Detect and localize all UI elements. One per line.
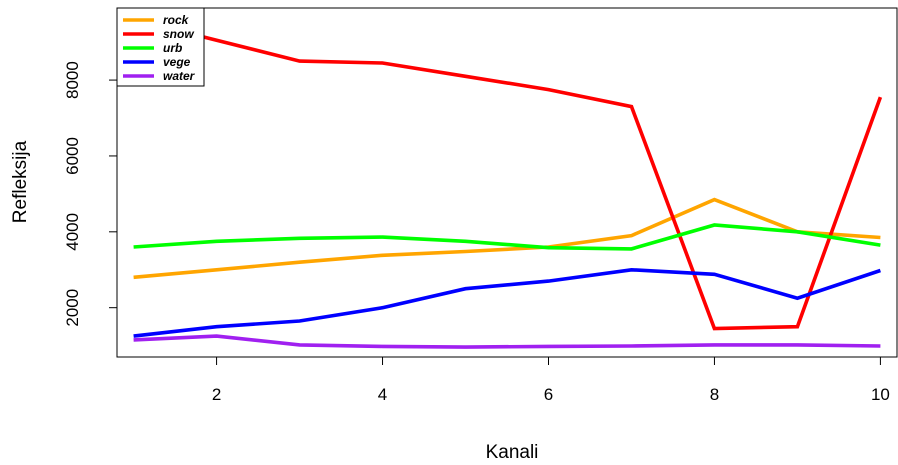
plot-area-frame <box>116 7 898 358</box>
legend-label-urb: urb <box>163 41 182 55</box>
legend-label-snow: snow <box>163 27 194 41</box>
series-line-vege <box>133 267 881 338</box>
series-line-snow <box>133 17 883 331</box>
legend-label-vege: vege <box>163 55 191 69</box>
series-line-urb <box>133 223 881 251</box>
series-line-water <box>133 334 881 349</box>
x-tick-label: 4 <box>378 385 387 404</box>
x-tick-label: 10 <box>871 385 890 404</box>
legend-label-rock: rock <box>163 13 190 27</box>
x-axis-label: Kanali <box>486 442 539 463</box>
series-line-rock <box>133 197 881 280</box>
y-tick-label: 6000 <box>63 137 82 175</box>
x-tick-label: 8 <box>710 385 719 404</box>
y-tick-label: 8000 <box>63 61 82 99</box>
x-axis: 2 4 6 8 10 <box>212 356 890 404</box>
series-lines <box>133 17 883 349</box>
y-tick-label: 2000 <box>63 289 82 327</box>
y-axis-label: Refleksija <box>10 140 31 223</box>
x-tick-label: 6 <box>544 385 553 404</box>
legend-label-water: water <box>163 69 196 83</box>
x-tick-label: 2 <box>212 385 221 404</box>
y-tick-label: 4000 <box>63 213 82 251</box>
y-axis: 2000 4000 6000 8000 <box>63 61 118 327</box>
